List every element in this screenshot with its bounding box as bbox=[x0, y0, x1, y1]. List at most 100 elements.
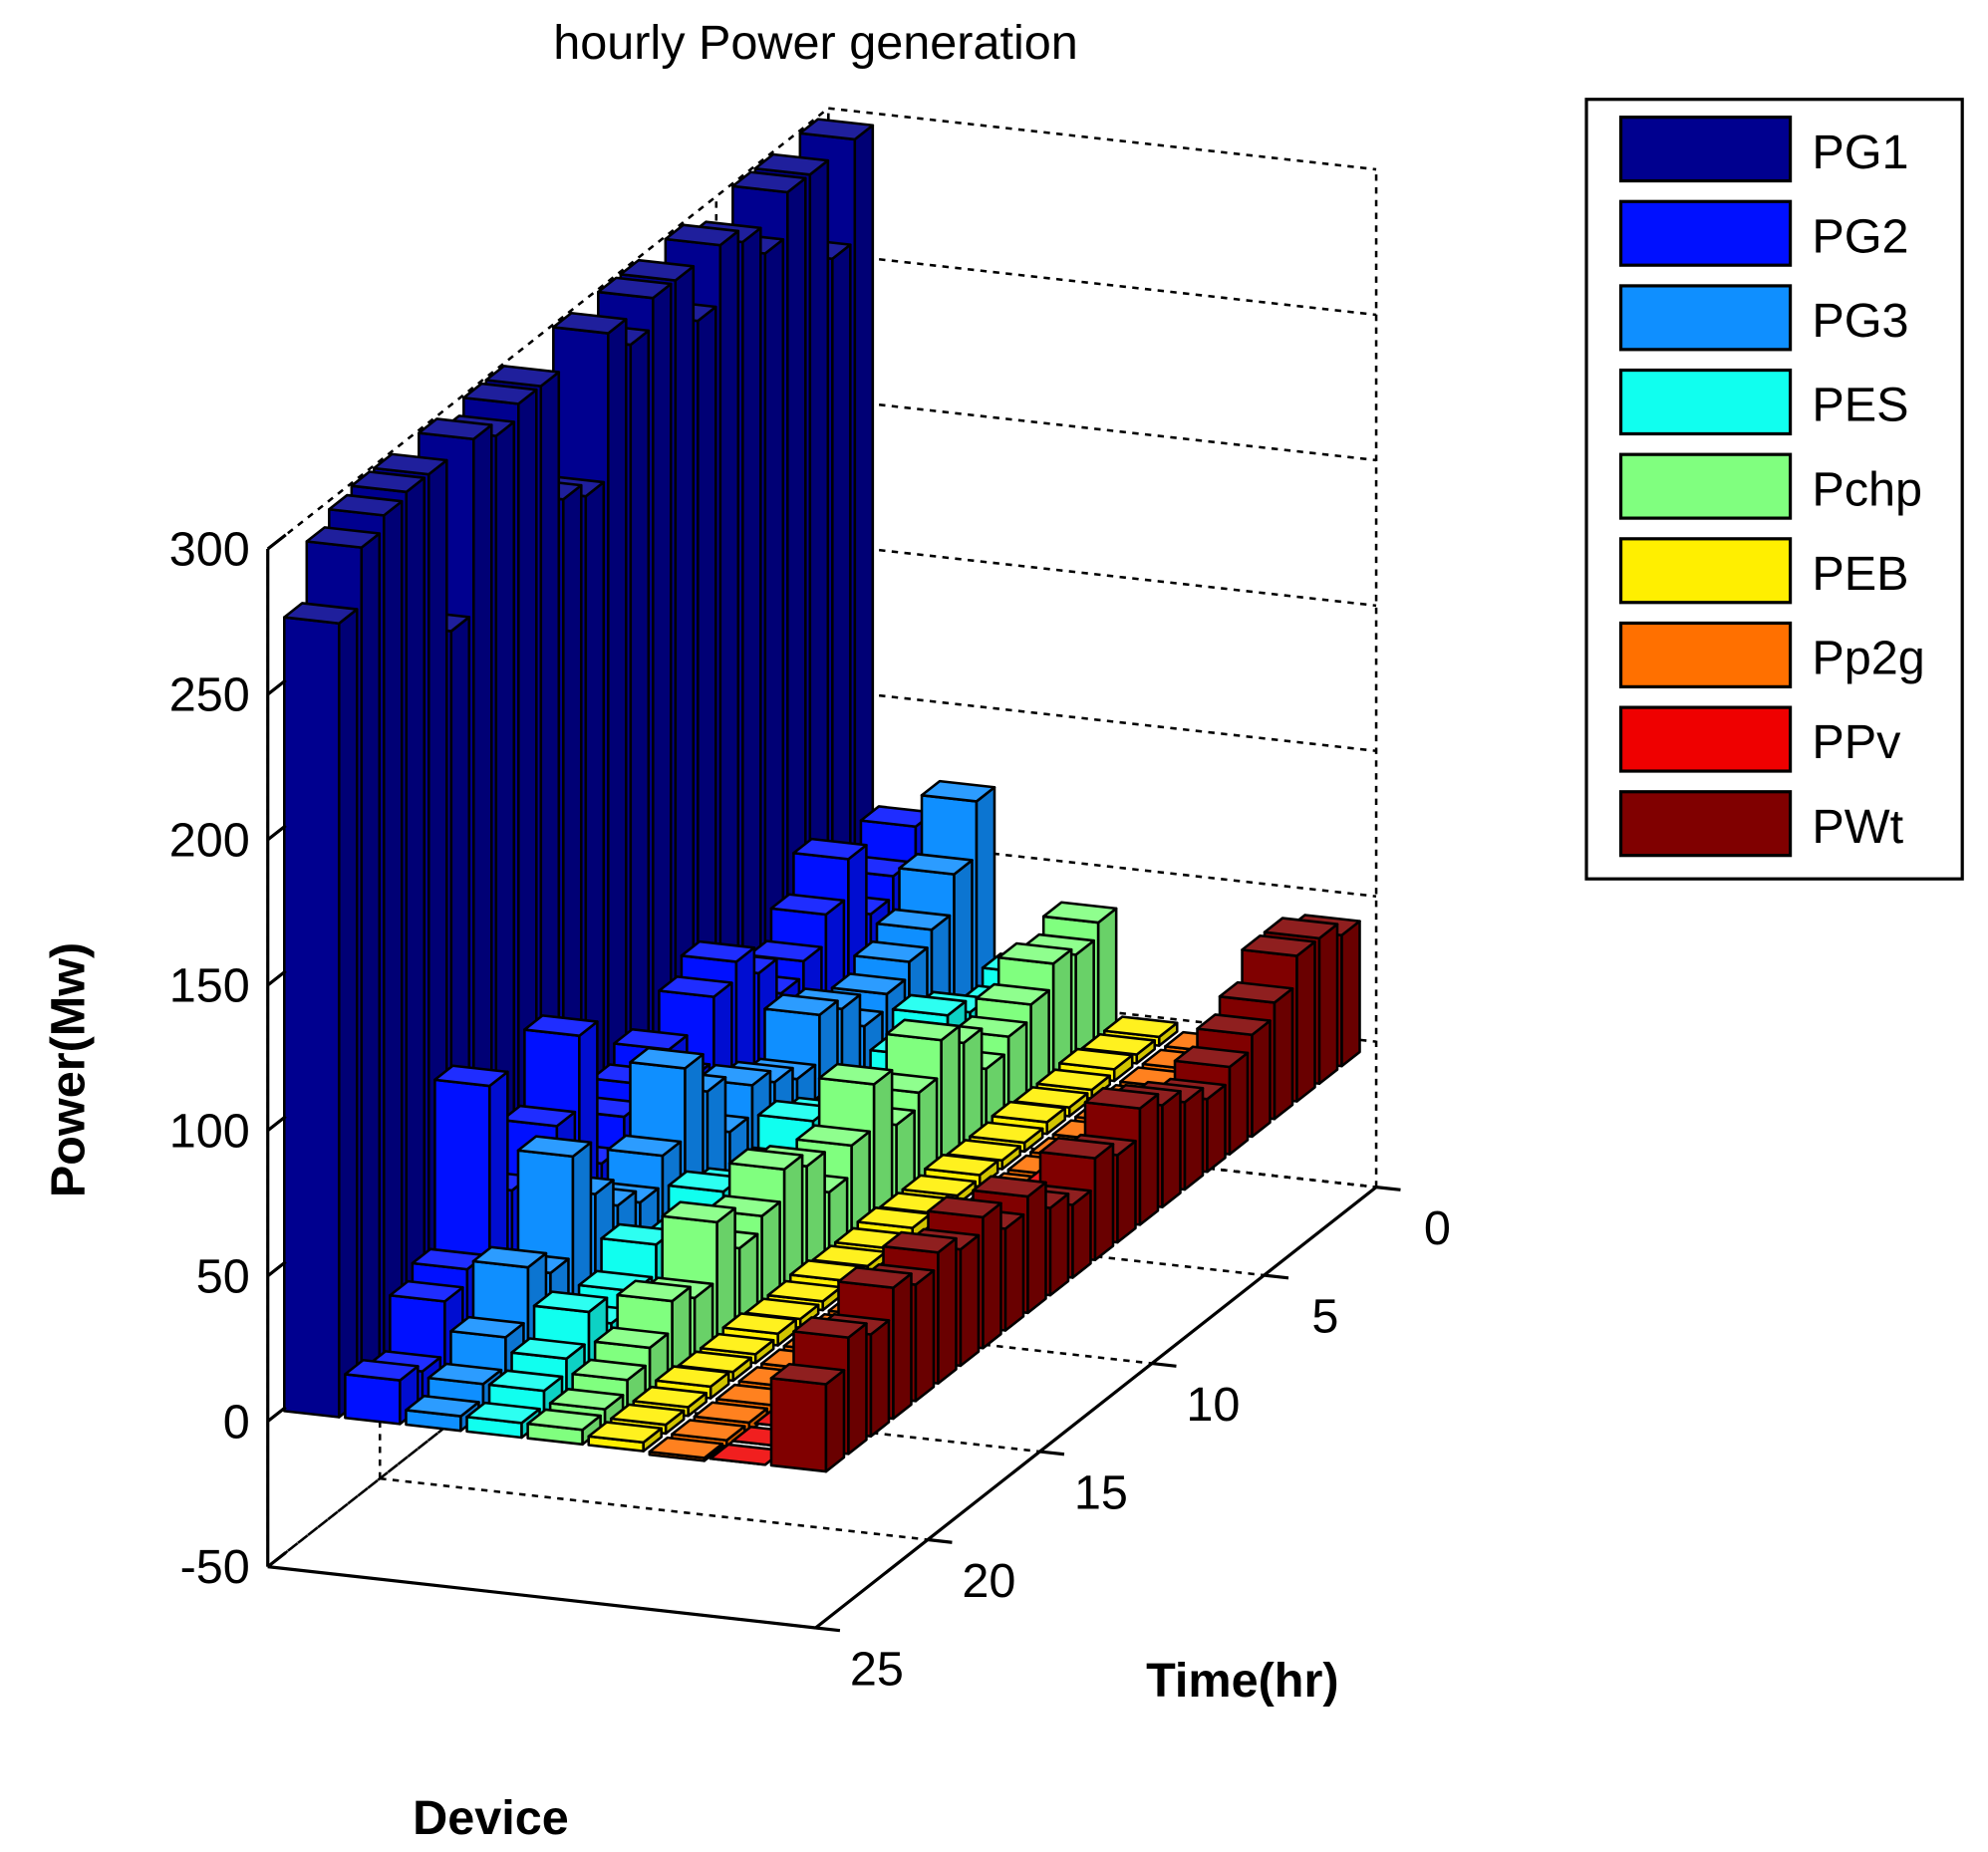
bar bbox=[587, 1421, 663, 1453]
bar-top bbox=[350, 470, 426, 494]
bar-top bbox=[721, 1312, 797, 1336]
bar-top bbox=[798, 118, 875, 141]
bar-top bbox=[885, 1018, 961, 1042]
bar-top bbox=[283, 602, 359, 625]
bar-top bbox=[433, 1064, 509, 1088]
x-tick bbox=[1039, 1450, 1065, 1456]
bar-top bbox=[891, 993, 968, 1017]
bar-side bbox=[1228, 1051, 1250, 1156]
bar-top bbox=[1083, 1087, 1160, 1110]
bar-top bbox=[609, 1403, 686, 1427]
z-tick bbox=[266, 1260, 287, 1277]
z-tick bbox=[266, 533, 287, 551]
legend-label: PG2 bbox=[1812, 209, 1908, 263]
bar-top bbox=[996, 941, 1073, 965]
bar bbox=[344, 1358, 420, 1426]
bar-side bbox=[360, 532, 382, 1402]
grid-line bbox=[828, 252, 1377, 317]
z-tick bbox=[266, 824, 287, 842]
bar-side bbox=[1251, 1019, 1272, 1139]
bar-top bbox=[587, 1421, 663, 1445]
bar-top bbox=[837, 1266, 913, 1289]
z-tick bbox=[266, 1551, 287, 1568]
bar-top bbox=[523, 1014, 599, 1037]
bar-top bbox=[1241, 933, 1316, 957]
bar-top bbox=[405, 1395, 480, 1418]
bar-top bbox=[901, 1174, 978, 1197]
bar-top bbox=[449, 1315, 525, 1339]
bar-side bbox=[1138, 1093, 1160, 1226]
z-tick bbox=[266, 1115, 287, 1133]
bar-top bbox=[680, 939, 756, 963]
bar-top bbox=[923, 1153, 999, 1177]
bar-side bbox=[892, 1272, 913, 1421]
bar-top bbox=[373, 452, 448, 476]
bar-side bbox=[847, 1322, 868, 1455]
bar-side bbox=[1183, 1086, 1205, 1191]
bar-top bbox=[1196, 1013, 1272, 1036]
legend-label: Pchp bbox=[1812, 462, 1922, 516]
bar-top bbox=[1035, 1068, 1112, 1092]
legend-label: PPv bbox=[1812, 715, 1901, 769]
bar-side bbox=[1074, 938, 1095, 1058]
grid-line bbox=[828, 397, 1377, 462]
z-tick-label: -50 bbox=[180, 1540, 250, 1594]
bar-top bbox=[418, 417, 493, 441]
bar-top bbox=[753, 152, 830, 176]
bar-top bbox=[552, 312, 628, 335]
grid-line bbox=[828, 543, 1377, 608]
bar-top bbox=[516, 1135, 593, 1159]
x-tick-label: 20 bbox=[962, 1554, 1015, 1608]
bar-top bbox=[661, 1200, 736, 1224]
bar-top bbox=[571, 1358, 647, 1382]
legend-swatch bbox=[1618, 284, 1793, 352]
bar-top bbox=[526, 1408, 602, 1432]
bar-top bbox=[991, 1100, 1067, 1124]
bar-top bbox=[426, 1362, 503, 1386]
bar-top bbox=[1041, 901, 1118, 925]
bar-side bbox=[937, 1236, 958, 1385]
bar-top bbox=[699, 1332, 775, 1356]
time-axis-label: Time(hr) bbox=[1146, 1654, 1338, 1708]
z-tick-label: 250 bbox=[169, 668, 250, 722]
bar-top bbox=[882, 1230, 958, 1254]
bar-top bbox=[548, 1388, 625, 1411]
bar-top bbox=[484, 365, 561, 388]
legend-swatch bbox=[1618, 790, 1793, 858]
bar-top bbox=[727, 1148, 804, 1172]
bar-top bbox=[664, 223, 740, 247]
z-tick-label: 50 bbox=[196, 1249, 250, 1303]
x-tick-label: 25 bbox=[850, 1643, 904, 1697]
bar-top bbox=[898, 853, 974, 876]
bar-side bbox=[982, 1201, 1002, 1350]
bar-top bbox=[1057, 1047, 1134, 1071]
bar-top bbox=[1102, 1015, 1179, 1039]
bar-top bbox=[927, 1195, 1002, 1219]
bar-top bbox=[500, 1104, 577, 1128]
bar-top bbox=[795, 1124, 871, 1148]
bar-top bbox=[1173, 1045, 1250, 1069]
bar-top bbox=[830, 972, 907, 996]
legend-swatch bbox=[1618, 537, 1793, 605]
time-axis bbox=[814, 1186, 1378, 1630]
bar-side bbox=[1003, 1212, 1025, 1332]
bar-top bbox=[1038, 1137, 1115, 1160]
bar-top bbox=[975, 982, 1050, 1006]
bar-top bbox=[471, 1245, 548, 1269]
device-axis bbox=[267, 1565, 816, 1630]
bar-side bbox=[959, 1233, 981, 1368]
grid-line bbox=[266, 1125, 830, 1568]
bar-top bbox=[629, 1046, 705, 1070]
bar-top bbox=[654, 1365, 730, 1389]
x-tick-label: 5 bbox=[1311, 1290, 1338, 1344]
legend-label: PES bbox=[1812, 379, 1908, 432]
bar bbox=[648, 1436, 724, 1462]
bar-top bbox=[389, 1279, 464, 1303]
device-axis-label: Device bbox=[413, 1791, 569, 1845]
legend-label: Pp2g bbox=[1812, 632, 1924, 685]
grid-line bbox=[828, 107, 1377, 171]
bar-top bbox=[792, 837, 868, 861]
z-tick-label: 300 bbox=[169, 523, 250, 577]
